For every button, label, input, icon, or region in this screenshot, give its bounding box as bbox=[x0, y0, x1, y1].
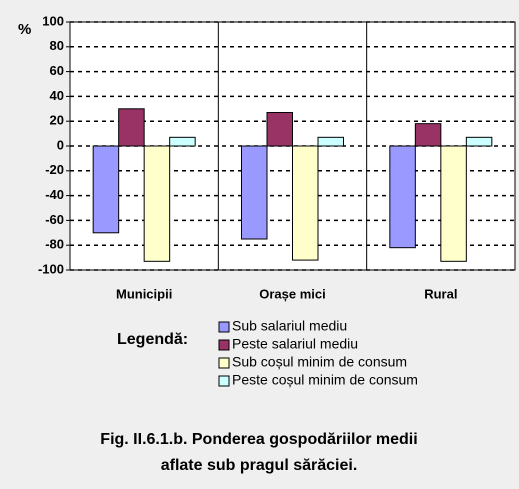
legend-swatch bbox=[218, 321, 230, 333]
legend-title: Legendă: bbox=[117, 331, 188, 348]
bar bbox=[389, 145, 416, 249]
bar bbox=[292, 145, 319, 261]
legend-label: Sub salariul mediu bbox=[232, 318, 347, 334]
y-tick-label: -20 bbox=[45, 162, 64, 177]
x-tick-label: Rural bbox=[424, 286, 457, 301]
y-axis-label: % bbox=[18, 21, 31, 38]
y-tick-label: -100 bbox=[38, 261, 64, 276]
caption: aflate sub pragul sărăciei. bbox=[161, 457, 358, 474]
y-tick-label: 60 bbox=[50, 63, 64, 78]
y-tick-label: 0 bbox=[57, 137, 64, 152]
bar bbox=[118, 108, 145, 147]
y-tick-label: 80 bbox=[50, 38, 64, 53]
bar bbox=[440, 145, 467, 262]
bar bbox=[414, 123, 442, 147]
bar bbox=[143, 145, 171, 262]
legend-swatch bbox=[218, 357, 230, 369]
bar bbox=[266, 112, 293, 147]
legend-label: Sub coșul minim de consum bbox=[232, 354, 407, 370]
y-tick-label: -60 bbox=[45, 212, 64, 227]
bar bbox=[241, 145, 268, 240]
bar bbox=[169, 136, 196, 147]
y-tick-label: 20 bbox=[50, 113, 64, 128]
bar bbox=[92, 145, 120, 234]
x-tick-label: Orașe mici bbox=[259, 286, 326, 301]
caption: Fig. II.6.1.b. Ponderea gospodăriilor me… bbox=[100, 431, 417, 448]
legend-label: Peste coșul minim de consum bbox=[232, 372, 418, 388]
y-tick-label: -80 bbox=[45, 237, 64, 252]
x-tick-label: Municipii bbox=[116, 286, 172, 301]
legend-swatch bbox=[218, 375, 230, 387]
y-tick-label: 100 bbox=[42, 13, 64, 28]
y-tick-label: 40 bbox=[50, 88, 64, 103]
bar bbox=[465, 136, 493, 147]
legend-label: Peste salariul mediu bbox=[232, 336, 358, 352]
y-tick-label: -40 bbox=[45, 187, 64, 202]
legend-swatch bbox=[218, 339, 230, 351]
bar bbox=[317, 136, 344, 147]
